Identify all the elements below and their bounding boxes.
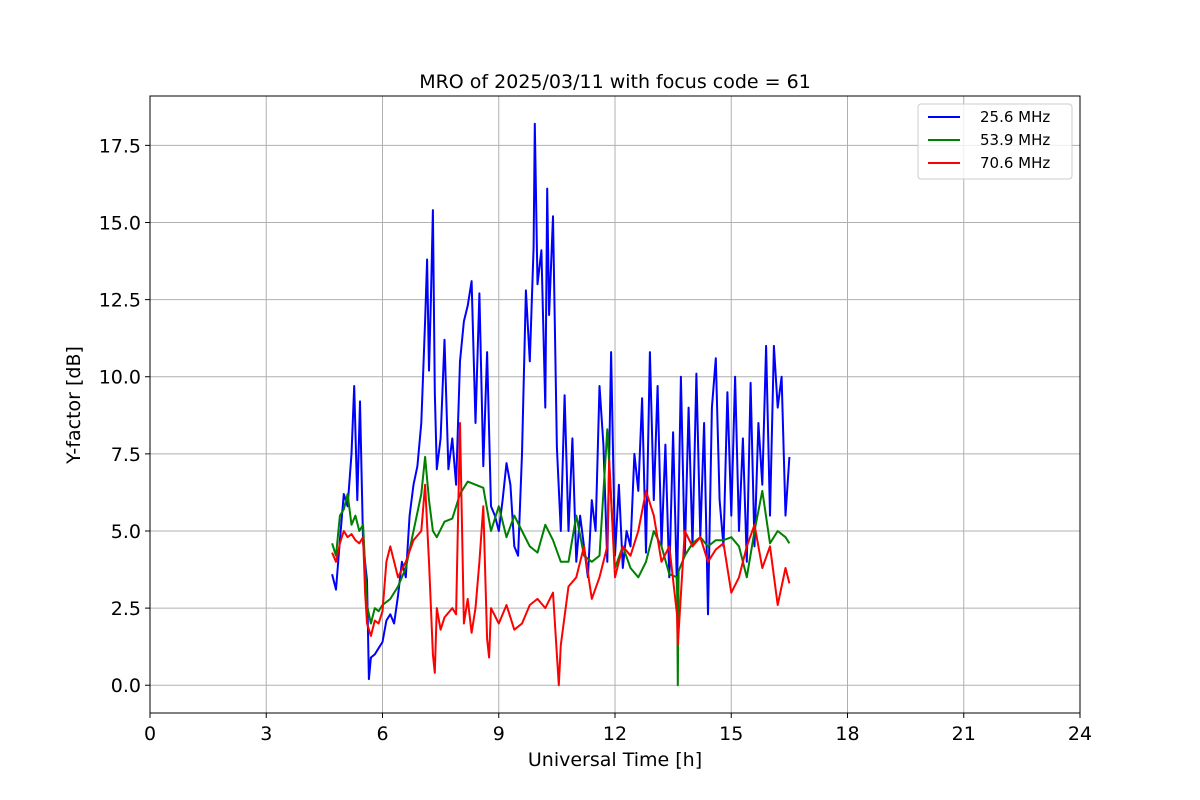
- series-line-53-9-mhz: [331, 428, 791, 687]
- x-tick-label: 18: [835, 723, 859, 745]
- legend-label: 25.6 MHz: [980, 108, 1050, 126]
- x-tick-label: 0: [144, 723, 156, 745]
- y-tick-label: 2.5: [111, 598, 141, 620]
- series-layer: [331, 122, 791, 687]
- series-line-25-6-mhz: [331, 122, 791, 681]
- x-tick-label: 12: [603, 723, 627, 745]
- series-line-70-6-mhz: [331, 422, 791, 687]
- x-tick-label: 24: [1068, 723, 1092, 745]
- y-tick-label: 15.0: [99, 212, 141, 234]
- y-tick-label: 17.5: [99, 135, 141, 157]
- chart-title: MRO of 2025/03/11 with focus code = 61: [419, 71, 811, 93]
- x-tick-label: 6: [376, 723, 388, 745]
- legend-box: [917, 103, 1073, 180]
- y-tick-label: 12.5: [99, 290, 141, 312]
- legend: 25.6 MHz 53.9 MHz 70.6 MHz: [917, 103, 1073, 180]
- x-tick-label: 9: [493, 723, 505, 745]
- x-axis-label: Universal Time [h]: [528, 749, 702, 771]
- y-tick-label: 5.0: [111, 521, 141, 543]
- y-tick-label: 10.0: [99, 367, 141, 389]
- legend-label: 70.6 MHz: [980, 154, 1050, 172]
- x-tick-label: 3: [260, 723, 272, 745]
- axis-ticks: 0 3 6 9 12 15 18 21 24 0.0 2.5 5.0 7.5 10.0 12.5 15.0 17…: [99, 135, 1092, 745]
- x-tick-label: 21: [952, 723, 976, 745]
- y-tick-label: 0.0: [111, 675, 141, 697]
- legend-label: 53.9 MHz: [980, 131, 1050, 149]
- y-tick-label: 7.5: [111, 444, 141, 466]
- x-tick-label: 15: [719, 723, 743, 745]
- y-axis-label: Y-factor [dB]: [63, 346, 85, 465]
